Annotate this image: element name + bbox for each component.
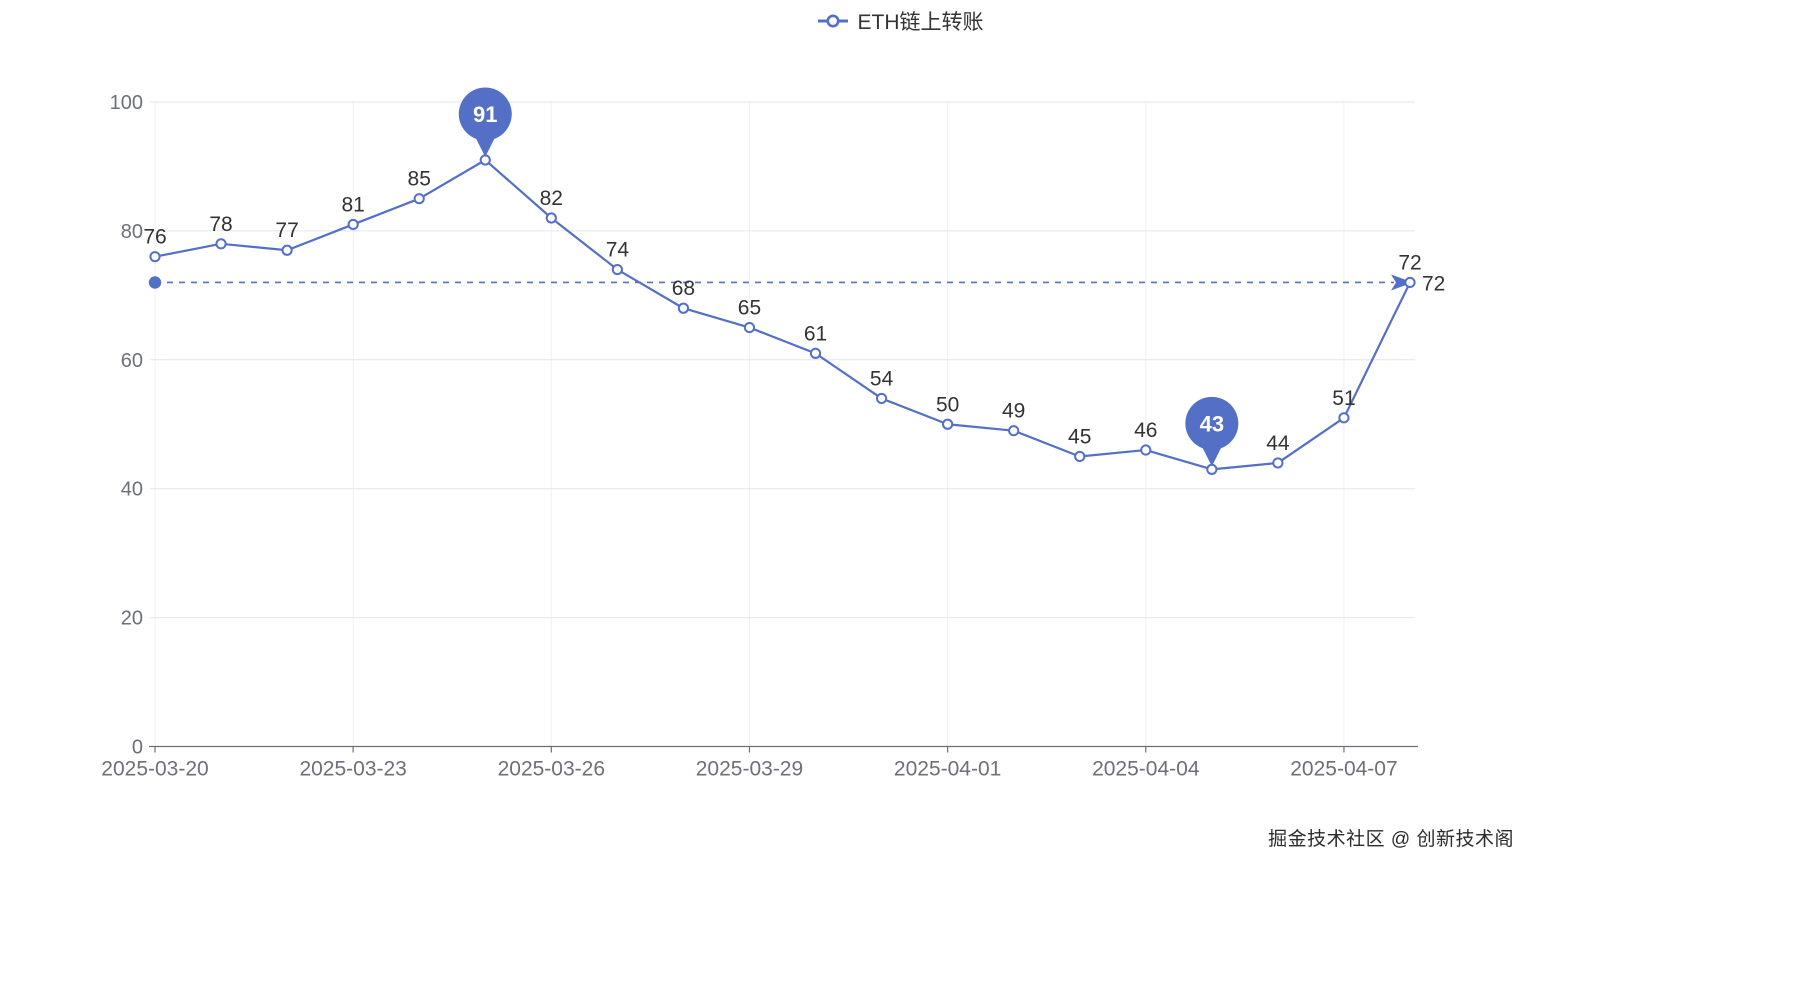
y-axis-tick-label: 0 bbox=[132, 737, 143, 759]
x-axis-tick-label: 2025-04-01 bbox=[894, 758, 1001, 781]
data-point[interactable] bbox=[875, 392, 888, 405]
data-point[interactable] bbox=[809, 347, 822, 359]
data-label: 72 bbox=[1398, 251, 1421, 274]
series-line bbox=[154, 158, 1411, 471]
data-point[interactable] bbox=[611, 263, 623, 276]
data-label: 76 bbox=[143, 226, 166, 249]
x-axis-tick-label: 2025-04-04 bbox=[1092, 758, 1200, 781]
data-label: 65 bbox=[738, 297, 761, 320]
data-point[interactable] bbox=[413, 193, 425, 205]
data-label: 78 bbox=[209, 213, 232, 236]
data-point[interactable] bbox=[1074, 450, 1086, 463]
x-axis-tick-label: 2025-03-26 bbox=[498, 758, 605, 781]
data-label: 54 bbox=[870, 367, 894, 390]
data-label: 74 bbox=[606, 239, 630, 262]
data-point[interactable] bbox=[1404, 276, 1416, 289]
markpoint-pin-max: 91 bbox=[458, 87, 512, 158]
data-point[interactable] bbox=[215, 238, 227, 250]
markpoint-value: 43 bbox=[1200, 411, 1224, 436]
data-point[interactable] bbox=[942, 418, 954, 430]
data-label: 50 bbox=[936, 393, 959, 416]
data-label: 45 bbox=[1068, 425, 1091, 448]
data-point[interactable] bbox=[1140, 444, 1152, 456]
x-axis-tick-label: 2025-03-23 bbox=[299, 758, 406, 781]
x-axis-tick-label: 2025-03-20 bbox=[101, 758, 208, 781]
x-axis-tick-label: 2025-03-29 bbox=[696, 758, 803, 781]
data-point[interactable] bbox=[743, 321, 756, 334]
data-point[interactable] bbox=[149, 251, 161, 263]
data-point[interactable] bbox=[1272, 457, 1284, 469]
markpoint-value: 91 bbox=[473, 102, 497, 127]
y-axis-tick-label: 80 bbox=[121, 221, 143, 243]
data-label: 49 bbox=[1002, 400, 1025, 423]
data-label: 77 bbox=[275, 219, 298, 242]
watermark-text: 掘金技术社区 @ 创新技术阁 bbox=[1268, 829, 1514, 850]
markline-label: 72 bbox=[1422, 272, 1445, 295]
data-point[interactable] bbox=[347, 218, 359, 231]
data-label: 85 bbox=[408, 168, 431, 191]
data-label: 82 bbox=[540, 187, 563, 210]
data-label: 44 bbox=[1266, 432, 1290, 455]
y-axis-tick-label: 20 bbox=[121, 608, 143, 630]
markpoint-pin-min: 43 bbox=[1185, 396, 1239, 467]
data-point[interactable] bbox=[1338, 412, 1350, 424]
markline-arrow bbox=[1391, 274, 1413, 291]
data-label: 68 bbox=[672, 277, 695, 300]
y-axis-tick-label: 60 bbox=[121, 350, 143, 372]
data-point[interactable] bbox=[281, 244, 293, 256]
data-label: 46 bbox=[1134, 419, 1157, 442]
data-label: 51 bbox=[1332, 387, 1355, 410]
legend-label: ETH链上转账 bbox=[857, 11, 984, 34]
markline-start-dot bbox=[148, 276, 162, 289]
x-axis-tick-label: 2025-04-07 bbox=[1290, 758, 1397, 781]
data-label: 81 bbox=[341, 193, 364, 216]
data-point[interactable] bbox=[677, 302, 690, 314]
y-axis-tick-label: 100 bbox=[110, 92, 143, 114]
data-label: 61 bbox=[804, 322, 827, 345]
line-series-icon bbox=[817, 14, 848, 28]
data-point[interactable] bbox=[545, 212, 557, 224]
y-axis-tick-label: 40 bbox=[121, 479, 143, 501]
data-point[interactable] bbox=[1008, 425, 1020, 437]
legend-item-eth[interactable]: ETH链上转账 bbox=[0, 6, 1800, 36]
